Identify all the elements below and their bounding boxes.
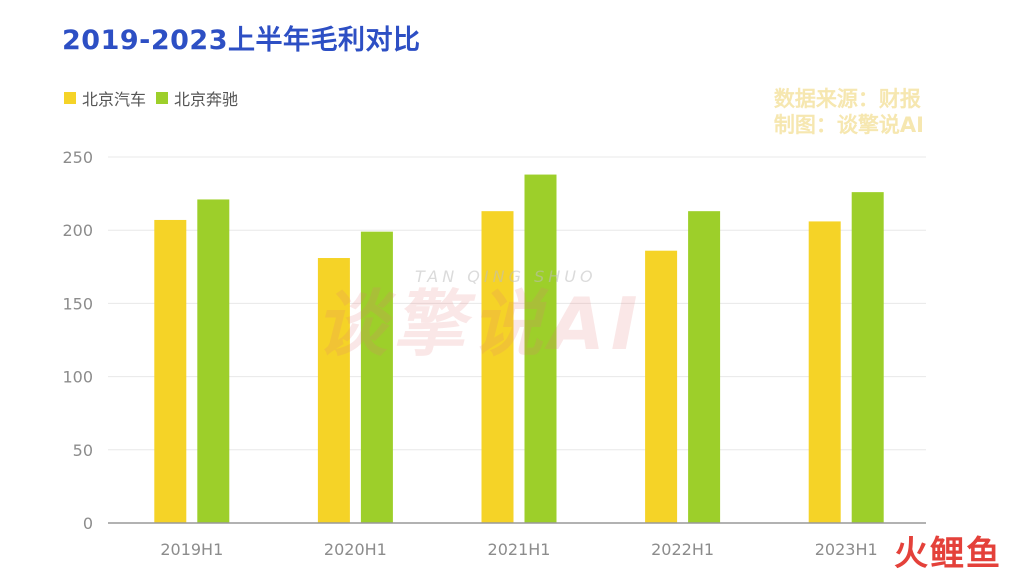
x-tick-label: 2019H1: [160, 540, 223, 559]
legend-swatch-series-1: [64, 92, 76, 104]
bar-series-2-2021H1: [524, 174, 557, 523]
y-tick-label: 150: [62, 294, 93, 313]
watermark: 谈擎说AI: [315, 282, 644, 366]
bar-series-1-2022H1: [645, 250, 678, 524]
corner-logo: 火鲤鱼: [894, 534, 1002, 574]
legend-label-series-1: 北京汽车: [82, 90, 147, 109]
bar-series-1-2023H1: [808, 221, 841, 523]
watermark-subtitle: TAN QING SHUO: [415, 267, 597, 286]
bar-series-1-2021H1: [481, 211, 514, 523]
source-line-1: 数据来源：财报: [773, 87, 921, 111]
bar-series-2-2023H1: [851, 192, 884, 524]
y-tick-label: 250: [62, 148, 93, 167]
bar-series-2-2019H1: [197, 199, 230, 523]
bar-series-1-2020H1: [317, 258, 350, 523]
legend: 北京汽车 北京奔驰: [64, 86, 238, 110]
legend-item-series-1: 北京汽车: [64, 86, 146, 110]
bar-series-1-2019H1: [154, 219, 187, 523]
source-line-2: 制图：谈擎说AI: [773, 113, 924, 137]
x-tick-label: 2023H1: [815, 540, 878, 559]
bar-series-2-2022H1: [688, 211, 721, 523]
legend-swatch-series-2: [156, 92, 169, 104]
y-tick-label: 100: [62, 368, 93, 387]
x-tick-label: 2020H1: [324, 540, 387, 559]
bar-series-2-2020H1: [360, 231, 393, 523]
chart-title: 2019-2023上半年毛利对比: [62, 25, 421, 56]
legend-label-series-2: 北京奔驰: [174, 90, 239, 109]
y-tick-label: 200: [62, 221, 93, 240]
y-tick-label: 50: [73, 441, 93, 460]
y-tick-label: 0: [83, 514, 93, 533]
source-note: 数据来源：财报 制图：谈擎说AI: [774, 86, 924, 138]
legend-item-series-2: 北京奔驰: [156, 86, 238, 110]
x-tick-label: 2021H1: [488, 540, 551, 559]
x-tick-label: 2022H1: [651, 540, 714, 559]
